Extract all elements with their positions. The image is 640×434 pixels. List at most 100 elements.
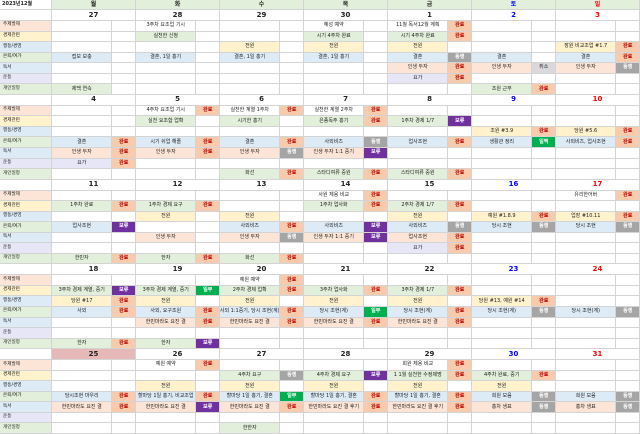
status-badge[interactable]: 완료 [448, 243, 472, 254]
status-badge[interactable] [280, 412, 304, 424]
status-badge[interactable] [532, 328, 556, 339]
status-badge[interactable] [448, 211, 472, 223]
status-badge[interactable] [616, 328, 640, 339]
status-badge[interactable]: 완료 [616, 211, 640, 223]
event-text[interactable] [220, 31, 281, 43]
status-badge[interactable] [112, 116, 136, 127]
status-badge[interactable] [112, 381, 136, 392]
event-text[interactable] [52, 232, 113, 244]
event-text[interactable] [556, 147, 617, 159]
date-cell[interactable]: 16 [472, 179, 556, 191]
event-text[interactable] [304, 328, 365, 339]
event-text[interactable] [220, 328, 281, 339]
event-text[interactable]: 4주차 요조업 기시 [136, 105, 197, 117]
event-text[interactable]: 인생 두자 [220, 147, 281, 159]
event-text[interactable]: 전원 [388, 42, 449, 53]
event-text[interactable] [52, 328, 113, 339]
date-cell[interactable]: 25 [52, 349, 136, 361]
status-badge[interactable]: 보류 [112, 222, 136, 233]
status-badge[interactable] [616, 412, 640, 424]
status-badge[interactable]: 보류 [448, 116, 472, 127]
event-text[interactable]: 화선 [220, 169, 281, 180]
event-text[interactable] [220, 360, 281, 371]
event-text[interactable] [220, 84, 281, 95]
status-badge[interactable] [364, 381, 388, 392]
status-badge[interactable]: 동행 [532, 222, 556, 233]
status-badge[interactable] [616, 296, 640, 308]
status-badge[interactable] [532, 317, 556, 329]
event-text[interactable]: 한민마라도 요진 결 [136, 402, 197, 413]
event-text[interactable] [388, 105, 449, 117]
status-badge[interactable] [532, 232, 556, 244]
status-badge[interactable]: 완료 [532, 126, 556, 138]
event-text[interactable]: 당시 조현(계) [388, 307, 449, 318]
status-badge[interactable] [196, 211, 220, 223]
date-cell[interactable]: 7 [304, 94, 388, 106]
status-badge[interactable] [112, 243, 136, 254]
event-text[interactable] [304, 412, 365, 424]
status-badge[interactable] [364, 84, 388, 95]
event-text[interactable]: 결혼 [472, 52, 533, 64]
status-badge[interactable] [616, 73, 640, 85]
event-text[interactable] [52, 423, 113, 434]
event-text[interactable] [556, 285, 617, 297]
status-badge[interactable]: 일부 [280, 391, 304, 403]
event-text[interactable] [136, 222, 197, 233]
status-badge[interactable] [196, 21, 220, 32]
status-badge[interactable] [196, 370, 220, 382]
status-badge[interactable]: 완료 [364, 285, 388, 297]
event-text[interactable]: 결혼 [556, 52, 617, 64]
status-badge[interactable] [280, 190, 304, 202]
date-cell[interactable]: 26 [136, 349, 220, 361]
status-badge[interactable] [616, 338, 640, 350]
status-badge[interactable] [280, 21, 304, 32]
event-text[interactable]: 할마당 1일 홍기, 결혼 [304, 391, 365, 403]
event-text[interactable] [52, 381, 113, 392]
status-badge[interactable] [448, 190, 472, 202]
event-text[interactable] [472, 31, 533, 43]
status-badge[interactable]: 완료 [364, 116, 388, 127]
status-badge[interactable]: 완료 [364, 391, 388, 403]
status-badge[interactable] [532, 73, 556, 85]
status-badge[interactable] [448, 412, 472, 424]
event-text[interactable]: 접보 보충 [52, 52, 113, 64]
event-text[interactable] [304, 158, 365, 170]
event-text[interactable]: 한민마라도 요진 결 [220, 317, 281, 329]
event-text[interactable] [136, 73, 197, 85]
event-text[interactable]: 한한자 [220, 423, 281, 434]
event-text[interactable]: 1주차 경제 1/7 [388, 116, 449, 127]
status-badge[interactable]: 완료 [448, 391, 472, 403]
event-text[interactable] [388, 275, 449, 286]
status-badge[interactable]: 완료 [448, 169, 472, 180]
status-badge[interactable] [112, 360, 136, 371]
status-badge[interactable]: 완료 [196, 307, 220, 318]
status-badge[interactable] [532, 52, 556, 64]
status-badge[interactable] [112, 105, 136, 117]
event-text[interactable]: 요가 [388, 243, 449, 254]
event-text[interactable] [556, 158, 617, 170]
event-text[interactable]: 3주차 경제 계열, 중기 [52, 285, 113, 297]
status-badge[interactable]: 보류 [196, 338, 220, 350]
event-text[interactable]: 인생 두자 [556, 63, 617, 74]
status-badge[interactable]: 완료 [280, 307, 304, 318]
status-badge[interactable]: 완료 [364, 190, 388, 202]
event-text[interactable] [52, 243, 113, 254]
event-text[interactable]: 시기 4주차 완료 [388, 31, 449, 43]
status-badge[interactable] [112, 317, 136, 329]
date-cell[interactable]: 1 [388, 10, 472, 21]
event-text[interactable]: 한민마라도 요진 결 [52, 402, 113, 413]
event-text[interactable] [52, 116, 113, 127]
status-badge[interactable]: 완료 [448, 232, 472, 244]
status-badge[interactable]: 동행 [532, 307, 556, 318]
event-text[interactable] [220, 126, 281, 138]
event-text[interactable]: 1주차 경제 요구 [136, 201, 197, 212]
event-text[interactable]: 당시 조현(계) [472, 307, 533, 318]
event-text[interactable]: 할마당 1일 홍기, 결혼 [220, 391, 281, 403]
status-badge[interactable] [196, 126, 220, 138]
event-text[interactable] [52, 31, 113, 43]
status-badge[interactable]: 완료 [112, 402, 136, 413]
status-badge[interactable] [616, 253, 640, 265]
event-text[interactable] [52, 42, 113, 53]
status-badge[interactable]: 완료 [196, 147, 220, 159]
date-cell[interactable]: 11 [52, 179, 136, 191]
